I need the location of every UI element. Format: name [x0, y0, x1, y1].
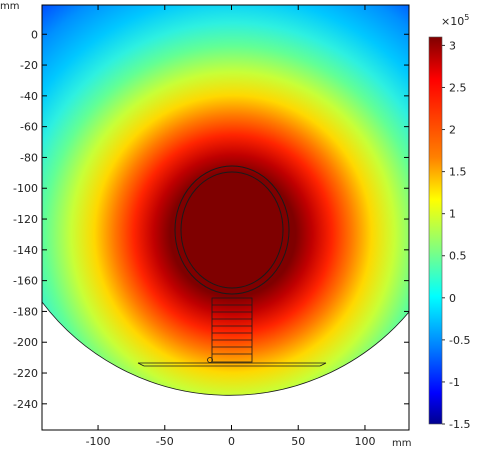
- y-tick-label: -100: [13, 182, 38, 195]
- colorbar-tick-label: 2: [449, 124, 456, 137]
- y-tick-label: -240: [13, 398, 38, 411]
- y-tick-label: -120: [13, 213, 38, 226]
- field-heatmap: [42, 5, 409, 396]
- base-plate: [137, 357, 327, 367]
- colorbar-scale: [428, 36, 443, 425]
- colorbar: ×105 3 2.5 2 1.5 1 0.5 0 -0.5 -1 -1.5: [428, 13, 470, 431]
- colorbar-tick-label: -1.5: [449, 418, 470, 431]
- y-tick-label: -20: [20, 59, 38, 72]
- y-tick-label: -80: [20, 151, 38, 164]
- y-tick-label: -60: [20, 121, 38, 134]
- colorbar-tick-label: 1: [449, 208, 456, 221]
- colorbar-tick-label: 0.5: [449, 250, 467, 263]
- coil-inner-outline: [180, 171, 284, 289]
- y-tick-label: -40: [20, 90, 38, 103]
- colorbar-tick-label: 2.5: [449, 81, 467, 94]
- colorbar-tick-label: 0: [449, 292, 456, 305]
- colorbar-multiplier: ×105: [441, 13, 469, 28]
- plate-stack: [211, 297, 253, 363]
- y-axis-ticks: 0 -20 -40 -60 -80 -100 -120 -140 -160 -180 -200 -22…: [13, 28, 409, 411]
- colorbar-tick-label: -0.5: [449, 334, 470, 347]
- x-tick-label: -100: [86, 435, 111, 448]
- plot-frame: [41, 4, 410, 431]
- colorbar-ticks: 3 2.5 2 1.5 1 0.5 0 -0.5 -1 -1.5: [442, 39, 470, 431]
- y-tick-label: 0: [31, 28, 38, 41]
- y-tick-label: -180: [13, 305, 38, 318]
- y-axis-unit: mm: [0, 1, 19, 12]
- x-axis-ticks: -100 -50 0 50 100: [86, 5, 375, 448]
- domain-boundary: [42, 301, 409, 396]
- x-tick-label: 0: [228, 435, 235, 448]
- colorbar-tick-label: 3: [449, 39, 456, 52]
- colorbar-tick-label: 1.5: [449, 166, 467, 179]
- y-tick-label: -140: [13, 244, 38, 257]
- coil-outer-outline: [174, 165, 290, 295]
- colorbar-tick-label: -1: [449, 376, 460, 389]
- y-tick-label: -220: [13, 367, 38, 380]
- x-tick-label: 50: [291, 435, 305, 448]
- y-tick-label: -160: [13, 275, 38, 288]
- y-tick-label: -200: [13, 336, 38, 349]
- x-axis-unit: mm: [392, 438, 411, 449]
- x-tick-label: -50: [156, 435, 174, 448]
- x-tick-label: 100: [354, 435, 375, 448]
